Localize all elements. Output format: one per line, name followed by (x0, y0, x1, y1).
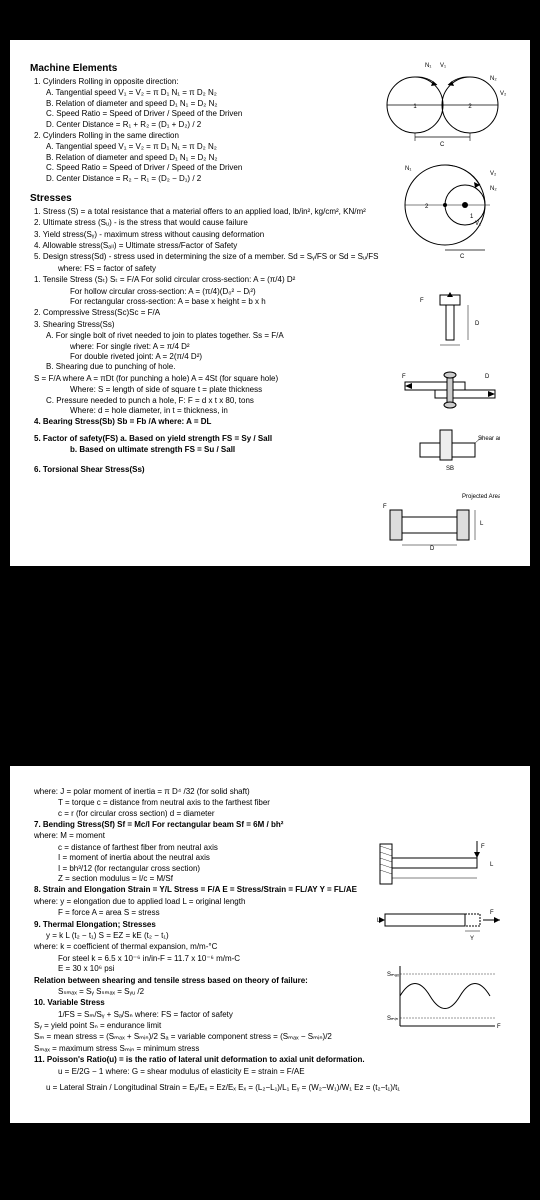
label-y: Y (470, 936, 474, 942)
diagram-torsion: Projected Area F L D (380, 490, 500, 560)
label-c: C (440, 142, 445, 148)
label-f: F (420, 298, 424, 304)
diagram-same-cylinders: 2 1 N₁ V₁ N₂ V₂ C (375, 155, 515, 260)
label-v2: V₂ (490, 171, 497, 177)
p2-l1: where: J = polar moment of inertia = π D… (30, 787, 510, 797)
label-l: L (480, 521, 484, 527)
label-smin: Sₘᵢₙ (387, 1016, 399, 1022)
label-n2: N₂ (490, 76, 497, 82)
p2-poisson1: u = E/2G − 1 where: G = shear modulus of… (30, 1067, 510, 1077)
p2-var4: Sₘₐₓ = maximum stress Sₘᵢₙ = minimum str… (30, 1044, 510, 1054)
stress-5a: where: FS = factor of safety (30, 264, 510, 274)
label-sb: SB (446, 466, 454, 472)
label-n2: N₂ (490, 186, 497, 192)
label-d: D (430, 546, 435, 552)
label-v1: V₁ (475, 221, 481, 227)
label-c: C (460, 254, 465, 260)
label-n1: N₁ (425, 63, 431, 69)
label-n1: N₁ (405, 166, 411, 172)
diagram-elongation: F L Y (375, 896, 505, 946)
diagram-t-section: F D (410, 290, 490, 350)
label-d: D (485, 374, 490, 380)
page-gap (0, 586, 540, 766)
label-shear-area: Shear area (478, 436, 500, 442)
page-2: F L F L Y Sₘₐₓ Sₘᵢₙ F w (10, 766, 530, 1124)
diagram-opposite-cylinders: 1 2 N₁ V₁ N₂ V₂ C (375, 55, 515, 150)
label-f: F (481, 844, 485, 850)
p2-l3: c = r (for circular cross section) d = d… (30, 809, 510, 819)
label-d: D (475, 321, 480, 327)
page-1: 1 2 N₁ V₁ N₂ V₂ C 2 1 N₁ V₁ N₂ (10, 40, 530, 566)
p2-l2: T = torque c = distance from neutral axi… (30, 798, 510, 808)
diagram-variable-stress: Sₘₐₓ Sₘᵢₙ F (385, 956, 505, 1036)
p2-bend: 7. Bending Stress(Sf) Sf = Mc/I For rect… (30, 820, 510, 830)
p2-poisson2: u = Lateral Strain / Longitudinal Strain… (30, 1083, 510, 1093)
tensile: 1. Tensile Stress (Sₜ) Sₜ = F/A For soli… (30, 275, 510, 285)
diagram-rivet: F D (400, 360, 500, 420)
label-f: F (490, 910, 494, 916)
label-v1: V₁ (440, 63, 446, 69)
diagram-cantilever-beam: F L (375, 836, 505, 891)
label-smax: Sₘₐₓ (387, 972, 399, 978)
label-1: 1 (470, 214, 474, 220)
label-f: F (497, 1024, 501, 1030)
label-projected: Projected Area (462, 494, 500, 500)
diagram-punch: Shear area SB (410, 425, 500, 475)
label-f: F (402, 374, 406, 380)
p2-poisson: 11. Poisson's Ratio(u) = is the ratio of… (30, 1055, 510, 1065)
label-f: F (383, 504, 387, 510)
label-l: L (490, 862, 494, 868)
label-v2: V₂ (500, 91, 507, 97)
